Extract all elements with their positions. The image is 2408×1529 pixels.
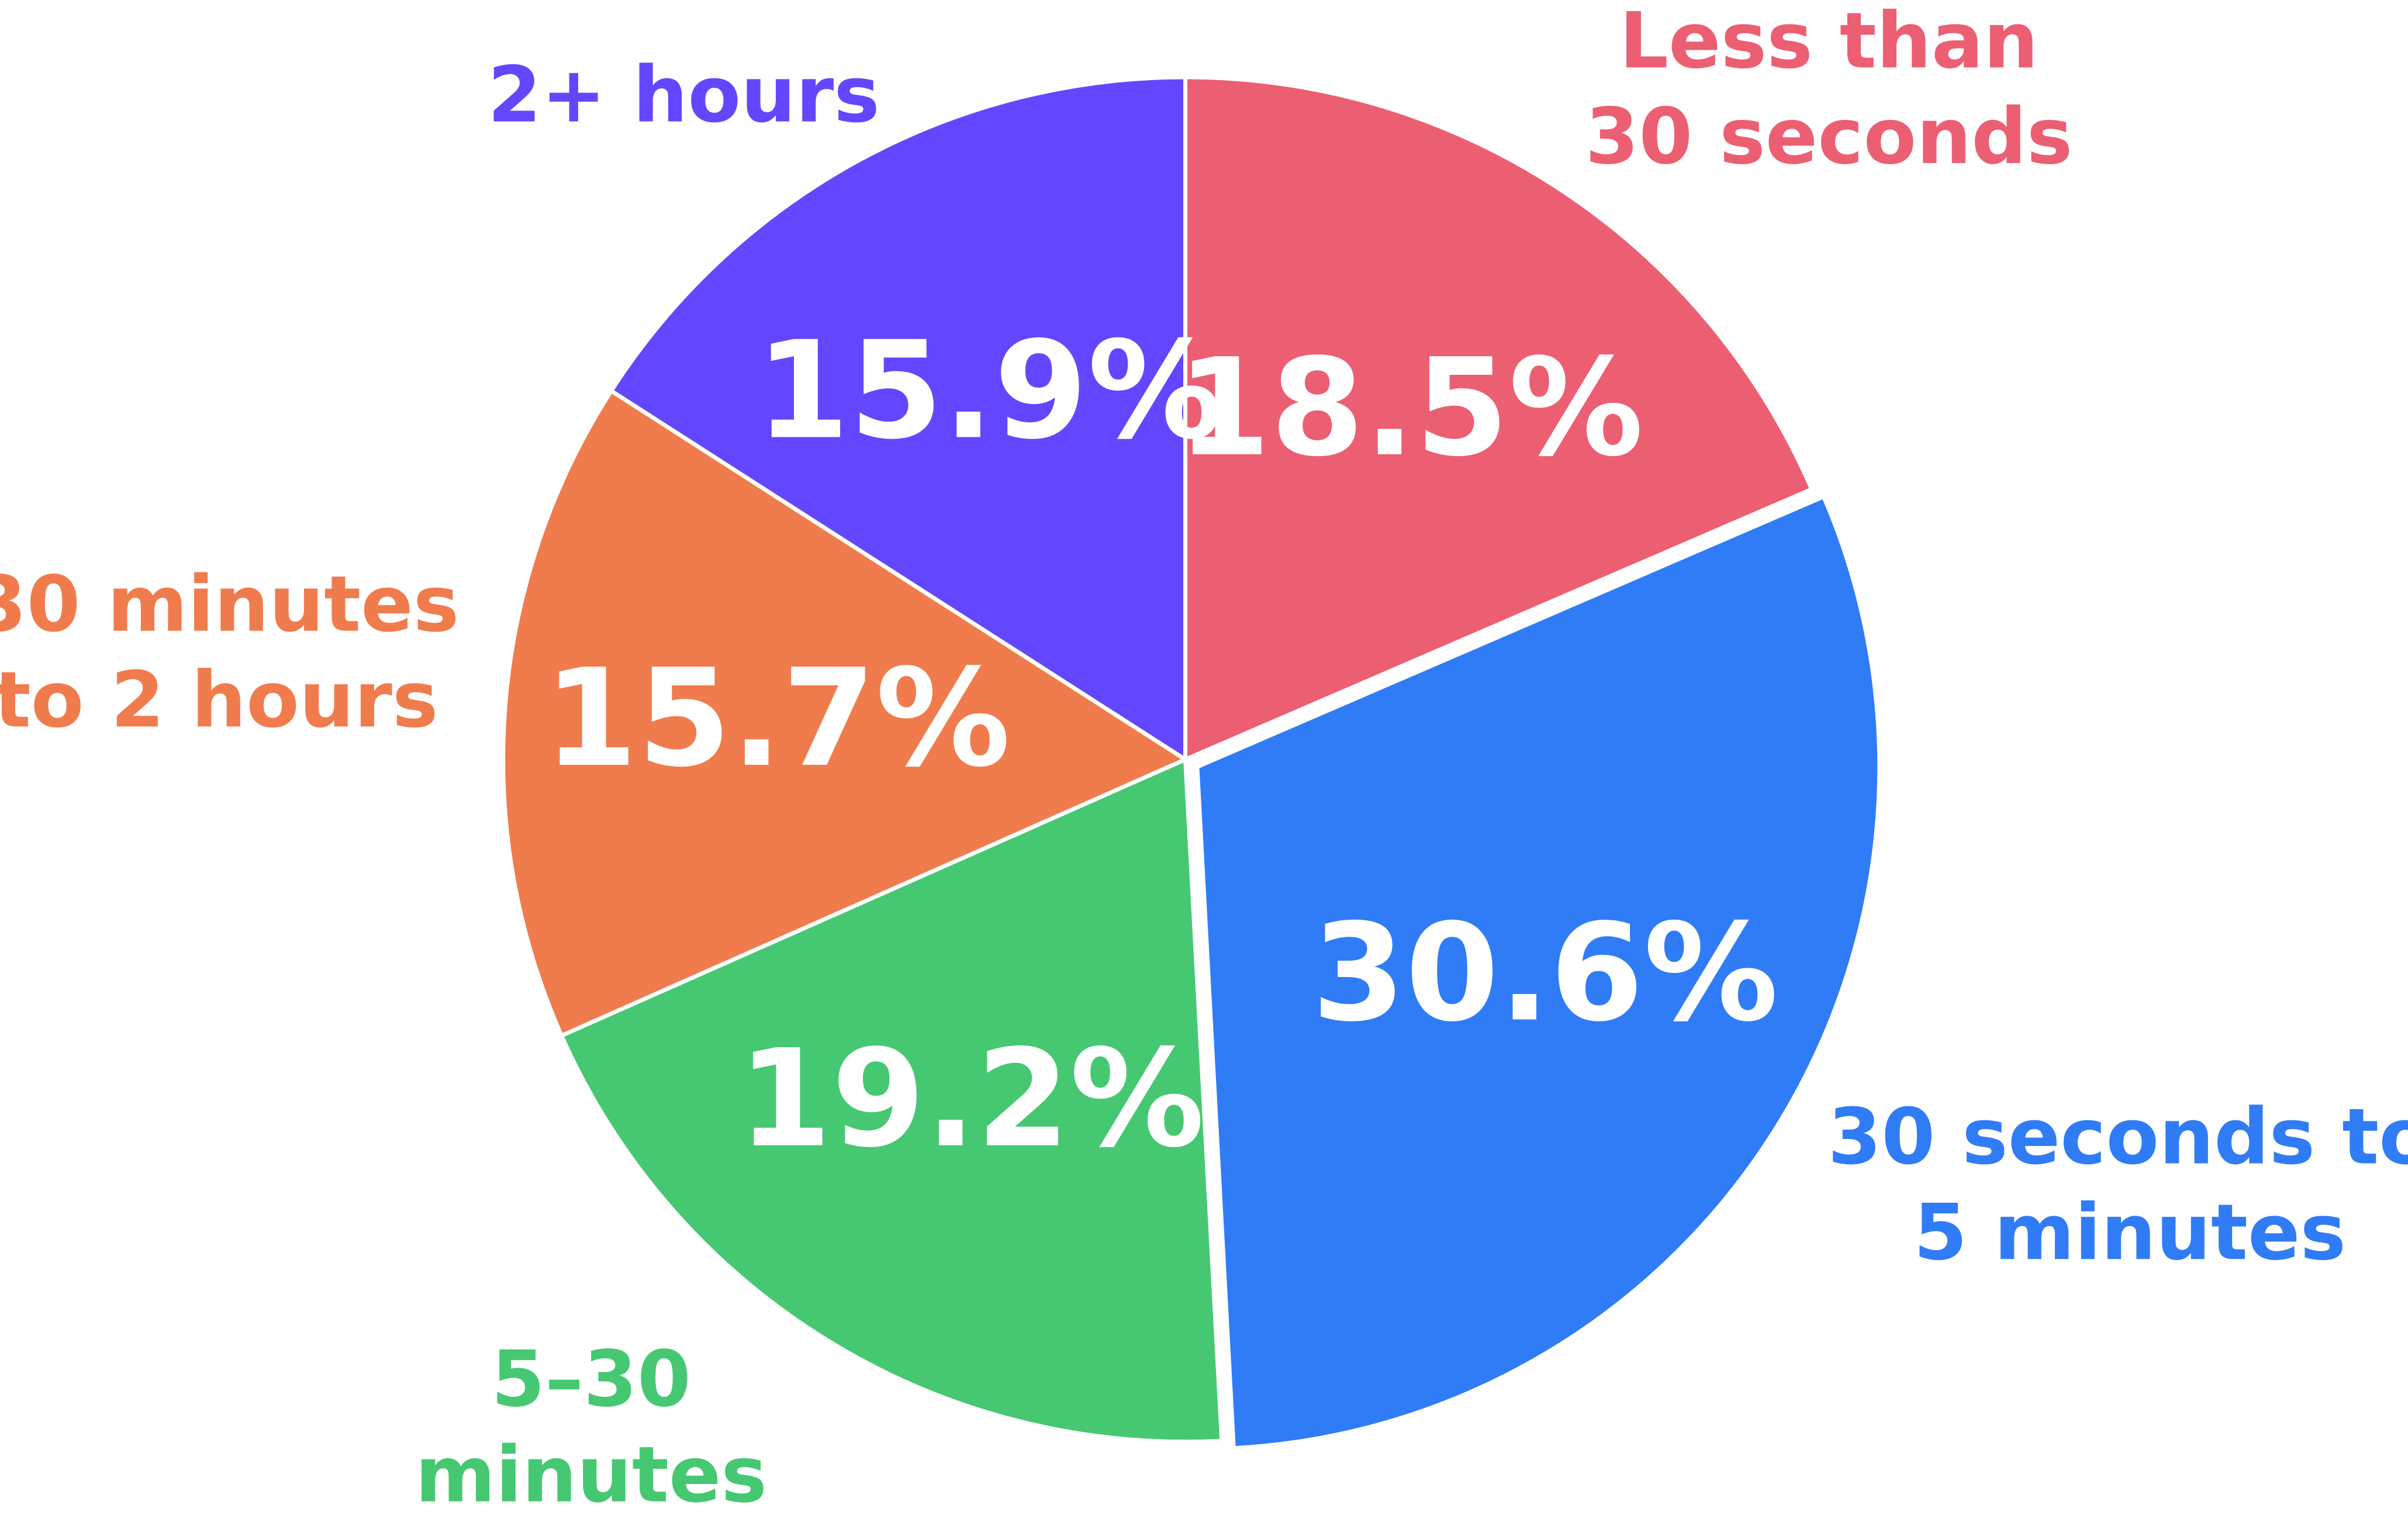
category-label-line: 5–30 [491, 1334, 691, 1424]
value-label: 30.6% [1312, 895, 1778, 1051]
pie-slice [558, 756, 1224, 1444]
value-label: 15.7% [544, 641, 1011, 797]
category-label: 5–30 minutes [415, 1334, 767, 1520]
category-label: 30 seconds to 5 minutes [1827, 1092, 2408, 1278]
value-label: 18.5% [1177, 330, 1643, 486]
category-label-line: Less than [1619, 0, 2039, 86]
category-label-line: to 2 hours [0, 655, 438, 745]
pie-slice [608, 75, 1188, 764]
category-label-line: 30 seconds [1585, 92, 2073, 182]
category-label-line: 30 seconds to [1827, 1092, 2408, 1182]
value-label: 19.2% [738, 1021, 1204, 1178]
value-label: 15.9% [756, 313, 1222, 469]
pie-slice [1195, 493, 1882, 1451]
category-label: 2+ hours [488, 50, 880, 140]
category-label-line: 5 minutes [1913, 1188, 2346, 1278]
pie-slice [1183, 75, 1815, 763]
category-label-line: minutes [415, 1430, 767, 1520]
category-label: 30 minutes to 2 hours [0, 560, 459, 745]
category-label-line: 2+ hours [488, 50, 880, 140]
pie-slice [501, 388, 1190, 1038]
category-label-line: 30 minutes [0, 560, 459, 650]
category-label: Less than 30 seconds [1585, 0, 2073, 182]
